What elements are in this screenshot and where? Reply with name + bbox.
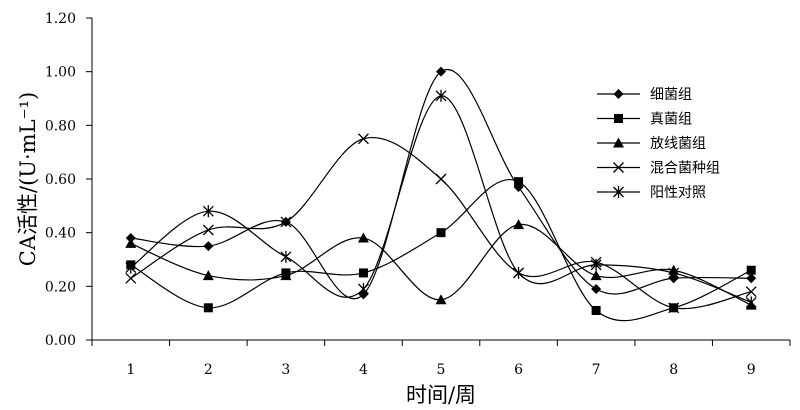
data-point-square — [591, 305, 601, 315]
x-tick-label: 4 — [359, 362, 368, 378]
data-point-star — [125, 261, 137, 274]
data-point-star — [668, 266, 680, 279]
data-point-x — [202, 224, 214, 236]
y-tick-label: 0.00 — [45, 333, 76, 349]
series-5 — [125, 89, 757, 309]
x-tick-label: 5 — [437, 362, 446, 378]
data-point-triangle — [202, 270, 214, 281]
data-point-square — [746, 265, 756, 275]
series-line — [130, 95, 752, 303]
legend-label: 真菌组 — [650, 112, 692, 128]
series-layer — [125, 66, 757, 322]
data-point-star — [590, 258, 602, 271]
data-point-x — [435, 173, 447, 185]
data-point-triangle — [125, 237, 137, 248]
legend-item: 真菌组 — [597, 112, 692, 128]
legend-label: 混合菌种组 — [650, 161, 720, 177]
x-tick-label: 9 — [747, 362, 756, 378]
data-point-diamond — [591, 284, 602, 295]
data-point-star — [202, 205, 214, 218]
data-point-square — [514, 177, 524, 187]
x-tick-label: 2 — [204, 362, 213, 378]
data-point-diamond — [203, 241, 214, 252]
data-point-x — [357, 133, 369, 145]
axes: 0.00 0.20 0.40 0.60 0.80 1.00 1.20 1 2 3 4 5 6 7 8 9 — [45, 11, 791, 378]
legend-label: 细菌组 — [650, 87, 692, 103]
data-point-square — [203, 303, 213, 313]
legend-label: 放线菌组 — [650, 136, 706, 152]
x-tick-label: 6 — [514, 362, 523, 378]
legend-marker-square — [614, 114, 623, 123]
x-tick-label: 1 — [126, 362, 135, 378]
data-point-triangle — [435, 294, 447, 305]
data-point-triangle — [357, 232, 369, 243]
y-axis-title: CA活性/(U·mL⁻¹) — [16, 92, 40, 266]
data-point-diamond — [436, 66, 446, 77]
y-tick-label: 0.60 — [45, 172, 76, 188]
data-point-triangle — [280, 270, 292, 281]
data-point-square — [436, 228, 446, 238]
legend-item: 阳性对照 — [597, 185, 706, 201]
x-tick-label: 7 — [592, 362, 601, 378]
y-tick-label: 1.00 — [45, 65, 76, 81]
legend-marker-triangle — [613, 137, 624, 148]
data-point-x — [125, 272, 137, 284]
data-point-triangle — [590, 270, 602, 281]
data-point-diamond — [746, 273, 757, 284]
legend-item: 混合菌种组 — [597, 161, 720, 177]
x-tick-label: 8 — [669, 362, 678, 378]
x-tick-label: 3 — [281, 362, 290, 378]
data-point-square — [358, 268, 368, 278]
series-line — [130, 68, 752, 300]
legend-marker-x — [613, 162, 624, 173]
y-tick-label: 0.80 — [45, 118, 76, 134]
data-point-star — [745, 296, 757, 309]
y-tick-label: 0.20 — [45, 279, 76, 295]
legend-item: 细菌组 — [597, 87, 692, 103]
data-point-x — [280, 216, 292, 228]
data-point-star — [280, 250, 292, 263]
legend-item: 放线菌组 — [597, 136, 706, 152]
series-line — [130, 224, 752, 306]
x-axis-title: 时间/周 — [406, 383, 476, 407]
data-point-triangle — [513, 219, 525, 230]
data-point-star — [435, 89, 447, 102]
legend-marker-diamond — [613, 89, 624, 99]
data-point-x — [668, 302, 680, 314]
y-tick-label: 1.20 — [45, 11, 76, 27]
y-tick-label: 0.40 — [45, 226, 76, 242]
data-point-star — [513, 266, 525, 279]
series-line — [130, 179, 752, 322]
data-point-star — [357, 283, 369, 296]
legend-marker-star — [613, 186, 624, 198]
legend-label: 阳性对照 — [650, 185, 706, 201]
data-point-x — [745, 286, 757, 298]
